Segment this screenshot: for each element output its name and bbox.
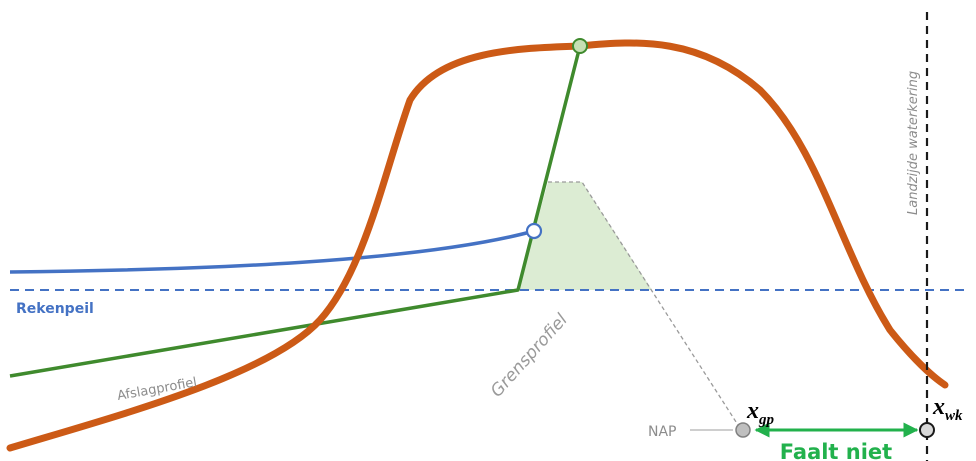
x-gp-marker [735, 422, 751, 438]
rekenpeil-label: Rekenpeil [16, 301, 94, 317]
x-gp-label-main: x [746, 398, 759, 424]
x-wk-label: xwk [932, 394, 963, 424]
water-level-point-marker [525, 222, 543, 240]
x-wk-marker [919, 422, 935, 438]
grensprofiel-label: Grensprofiel [487, 310, 572, 401]
nap-label: NAP [648, 424, 677, 440]
landzijde-label: Landzijde waterkering [906, 71, 921, 215]
x-wk-label-main: x [932, 394, 945, 420]
dune-profile-curve [6, 39, 949, 452]
x-wk-label-sub: wk [945, 408, 963, 424]
crest-point-marker [572, 38, 588, 54]
x-gp-label-sub: gp [758, 412, 775, 428]
grensprofiel-area [518, 182, 652, 290]
blue-curve [9, 229, 535, 274]
faalt-niet-label: Faalt niet [780, 440, 892, 461]
grensprofiel-outline [548, 181, 739, 426]
afslagprofiel-line [9, 45, 582, 378]
x-gp-label: xgp [746, 398, 775, 428]
